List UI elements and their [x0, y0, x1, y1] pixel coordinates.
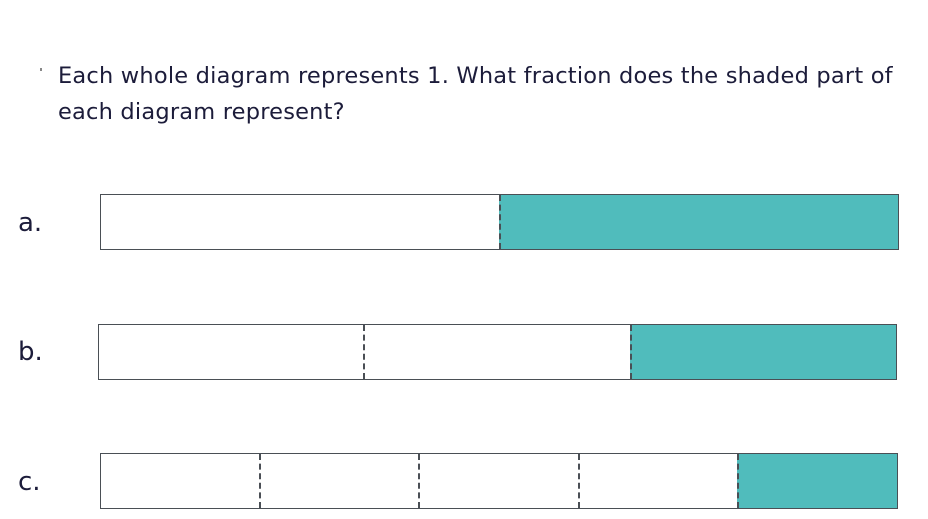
fraction-bar-a	[100, 194, 899, 250]
shaded-part	[498, 195, 898, 249]
question-text: Each whole diagram represents 1. What fr…	[58, 63, 893, 125]
unshaded-part	[363, 325, 629, 379]
unshaded-part	[577, 454, 738, 508]
diagram-label-b: b.	[18, 337, 43, 367]
fraction-bar-b	[98, 324, 897, 380]
unshaded-part	[258, 454, 419, 508]
unshaded-part	[101, 195, 499, 249]
shaded-part	[629, 325, 896, 379]
unshaded-part	[101, 454, 259, 508]
bullet-mark	[40, 68, 42, 71]
unshaded-part	[418, 454, 578, 508]
unshaded-part	[99, 325, 363, 379]
diagram-label-a: a.	[18, 208, 43, 238]
diagram-label-c: c.	[18, 467, 41, 497]
shaded-part	[737, 454, 897, 508]
fraction-bar-c	[100, 453, 898, 509]
